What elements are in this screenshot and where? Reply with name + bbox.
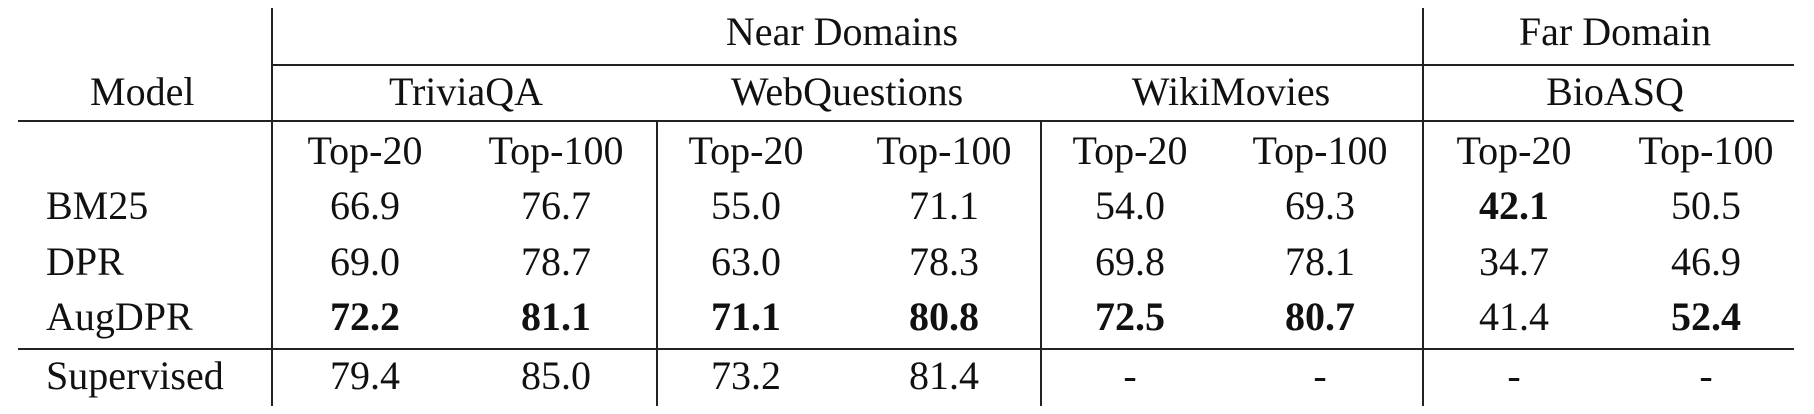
rule-above-supervised	[18, 348, 1794, 350]
table-cell-best: 81.1	[521, 294, 591, 339]
table-cell: 81.4	[909, 353, 979, 398]
table-cell-best: 72.5	[1095, 294, 1165, 339]
rule-under-dataset-headers	[18, 120, 1794, 122]
dataset-header-wikimovies: WikiMovies	[1131, 69, 1331, 114]
column-separator	[1040, 120, 1042, 406]
metric-header: Top-20	[1072, 128, 1188, 173]
table-cell: 66.9	[330, 183, 400, 228]
rule-under-group-headers	[272, 64, 1794, 66]
column-separator	[1422, 8, 1424, 406]
metric-header: Top-20	[1456, 128, 1572, 173]
table-cell-best: 42.1	[1479, 183, 1549, 228]
table-cell: 54.0	[1095, 183, 1165, 228]
table-cell: 63.0	[711, 239, 781, 284]
dataset-header-webquestions: WebQuestions	[730, 69, 964, 114]
column-separator	[271, 8, 273, 406]
table-cell: 73.2	[711, 353, 781, 398]
table-cell: 78.7	[521, 239, 591, 284]
table-cell: 85.0	[521, 353, 591, 398]
metric-header: Top-20	[688, 128, 804, 173]
table-cell: 78.3	[909, 239, 979, 284]
metric-header: Top-100	[488, 128, 624, 173]
table-cell: 69.3	[1285, 183, 1355, 228]
row-label-augdpr: AugDPR	[46, 294, 193, 339]
table-cell: -	[1123, 353, 1137, 398]
table-cell: 69.8	[1095, 239, 1165, 284]
table-cell: -	[1699, 353, 1713, 398]
far-domain-header: Far Domain	[1518, 9, 1712, 54]
table-cell: -	[1313, 353, 1327, 398]
metric-header: Top-20	[307, 128, 423, 173]
column-separator	[656, 120, 658, 406]
metric-header: Top-100	[1638, 128, 1774, 173]
row-label-supervised: Supervised	[46, 353, 224, 398]
model-column-header: Model	[90, 69, 195, 114]
row-label-bm25: BM25	[46, 183, 149, 228]
table-cell-best: 80.7	[1285, 294, 1355, 339]
table-cell: 79.4	[330, 353, 400, 398]
table-cell-best: 52.4	[1671, 294, 1741, 339]
table-cell: 69.0	[330, 239, 400, 284]
table-cell: 41.4	[1479, 294, 1549, 339]
table-cell: 71.1	[909, 183, 979, 228]
table-cell: 55.0	[711, 183, 781, 228]
row-label-dpr: DPR	[46, 239, 124, 284]
table-cell: -	[1507, 353, 1521, 398]
table-cell: 76.7	[521, 183, 591, 228]
table-cell: 78.1	[1285, 239, 1355, 284]
dataset-header-bioasq: BioASQ	[1546, 69, 1684, 114]
metric-header: Top-100	[876, 128, 1012, 173]
table-cell-best: 71.1	[711, 294, 781, 339]
metric-header: Top-100	[1252, 128, 1388, 173]
near-domains-header: Near Domains	[725, 9, 959, 54]
table-cell: 46.9	[1671, 239, 1741, 284]
table-cell: 34.7	[1479, 239, 1549, 284]
table-cell-best: 72.2	[330, 294, 400, 339]
table-cell-best: 80.8	[909, 294, 979, 339]
table-cell: 50.5	[1671, 183, 1741, 228]
dataset-header-triviaqa: TriviaQA	[388, 69, 544, 114]
